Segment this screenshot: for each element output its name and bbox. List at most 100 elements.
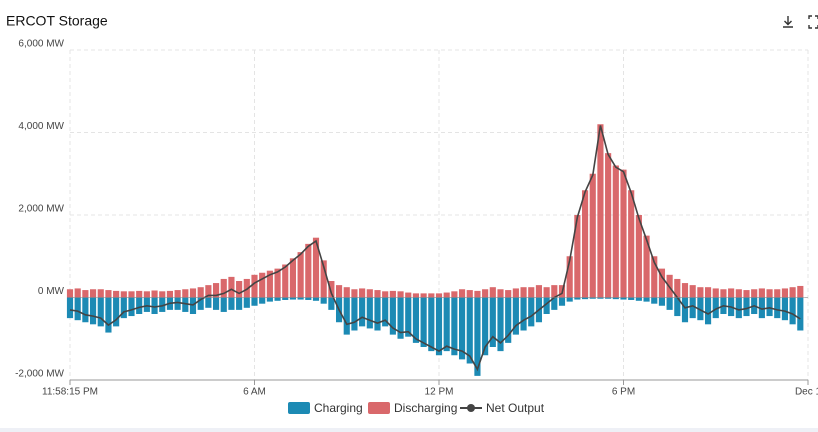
bar — [435, 297, 443, 356]
bar — [105, 297, 112, 333]
bar — [789, 287, 796, 298]
bar — [382, 291, 389, 298]
bar — [528, 287, 535, 298]
bar — [774, 297, 781, 319]
bar — [289, 297, 297, 300]
bar — [474, 297, 481, 376]
y-tick-label: 4,000 MW — [18, 121, 64, 132]
bar — [159, 297, 166, 312]
bar — [136, 290, 143, 298]
bar — [343, 297, 350, 335]
bar — [105, 290, 112, 298]
bar — [143, 297, 150, 312]
bar — [581, 297, 589, 300]
bar — [335, 285, 343, 298]
bar — [66, 297, 74, 319]
bar — [535, 285, 543, 298]
bar — [259, 272, 266, 298]
bar — [443, 292, 450, 298]
bar — [351, 297, 358, 331]
bar — [766, 289, 773, 298]
bar — [128, 297, 135, 317]
bar — [743, 297, 750, 317]
bar — [143, 291, 150, 298]
bar — [359, 288, 366, 298]
chart-title: ERCOT Storage — [6, 13, 108, 29]
bar — [374, 297, 381, 331]
bar — [589, 297, 596, 299]
bar — [120, 297, 127, 319]
legend-label: Net Output — [486, 401, 545, 415]
bar — [320, 260, 327, 298]
bar — [389, 290, 396, 298]
legend-dot — [467, 404, 475, 412]
bar — [774, 289, 781, 298]
bar — [374, 290, 381, 298]
bar — [189, 288, 197, 298]
bar — [289, 258, 297, 298]
bar — [674, 297, 681, 317]
bar — [482, 297, 489, 356]
bar — [458, 289, 466, 298]
x-tick-label: 6 AM — [243, 387, 266, 398]
bar — [266, 270, 273, 298]
bar — [74, 288, 81, 298]
bar — [259, 297, 266, 304]
bar — [274, 297, 281, 301]
download-icon[interactable] — [783, 16, 793, 28]
bar — [205, 297, 212, 308]
bar — [366, 289, 373, 298]
bar — [512, 297, 519, 335]
bar — [743, 290, 750, 298]
bar — [97, 289, 104, 298]
bar — [136, 297, 143, 314]
legend-label: Charging — [314, 401, 363, 415]
bar — [189, 297, 197, 314]
bar — [74, 297, 81, 321]
bar — [82, 297, 89, 323]
bar — [282, 297, 289, 300]
bar — [458, 297, 466, 360]
bar — [628, 190, 635, 298]
bar — [328, 297, 335, 310]
bar — [697, 297, 704, 321]
bar — [312, 237, 320, 298]
bar — [182, 289, 189, 298]
bar — [612, 165, 619, 298]
fullscreen-icon[interactable] — [808, 15, 818, 29]
bar — [674, 278, 681, 298]
bar — [712, 288, 719, 298]
bar — [474, 290, 481, 298]
bar — [520, 287, 527, 298]
bar — [597, 297, 604, 299]
bar — [566, 256, 573, 298]
bar — [343, 287, 350, 298]
x-tick-label: 12 PM — [425, 387, 454, 398]
bar — [551, 285, 558, 298]
bar — [228, 276, 235, 298]
bar — [666, 297, 673, 310]
bar — [282, 264, 289, 298]
bar — [512, 288, 519, 298]
bar — [574, 297, 581, 300]
bar — [120, 291, 127, 298]
bar — [405, 297, 412, 337]
bar — [620, 297, 627, 300]
bar — [174, 290, 181, 298]
bar — [312, 297, 320, 301]
bar — [220, 278, 227, 298]
bar — [443, 297, 450, 352]
bar — [704, 287, 712, 298]
bar — [297, 297, 304, 300]
bar — [451, 291, 458, 298]
bar — [712, 297, 719, 319]
bar — [212, 283, 220, 298]
bar — [797, 285, 804, 298]
bar — [266, 297, 273, 302]
bar — [489, 297, 496, 347]
bar — [551, 297, 558, 310]
bar — [97, 297, 104, 327]
bar — [597, 124, 604, 298]
bar — [781, 297, 789, 321]
bar — [697, 287, 704, 298]
